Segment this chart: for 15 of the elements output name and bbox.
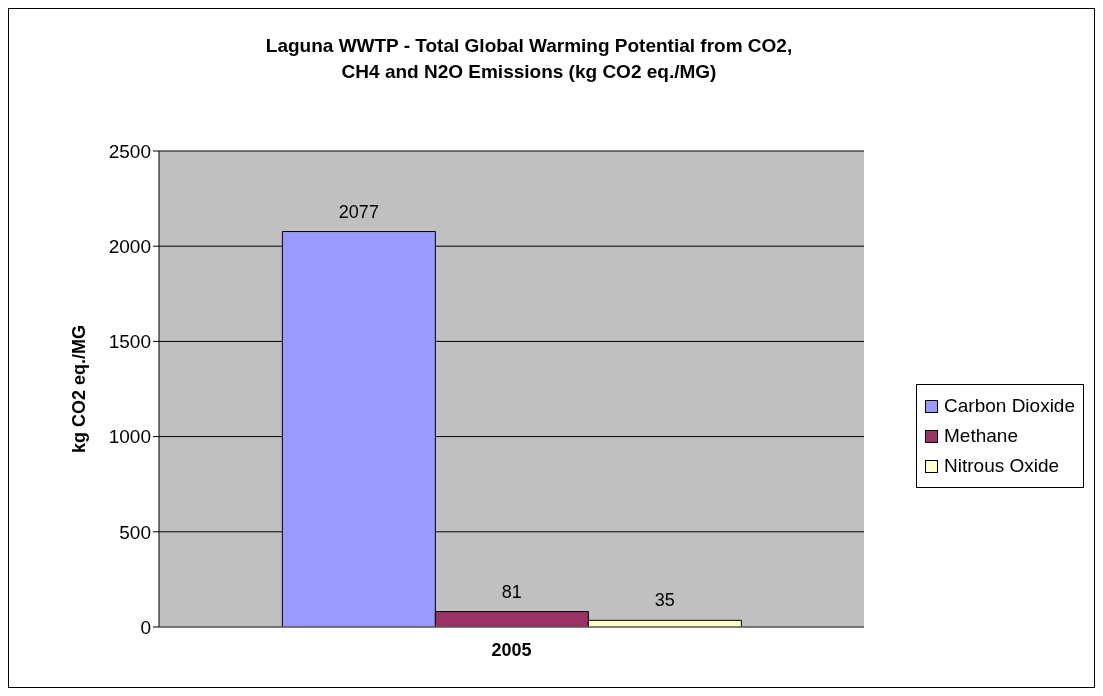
data-label: 2077 xyxy=(338,201,379,222)
chart-title: Laguna WWTP - Total Global Warming Potential from CO2, CH4 and N2O Emissions (kg CO2 eq./MG) xyxy=(264,34,794,84)
x-tick-label: 2005 xyxy=(491,639,532,660)
y-tick-label: 1000 xyxy=(108,426,151,448)
legend-label: Methane xyxy=(943,424,1019,448)
y-tick-label: 2500 xyxy=(108,140,151,162)
y-tick-label: 1500 xyxy=(108,331,151,353)
data-label: 81 xyxy=(501,581,522,602)
y-axis-title: kg CO2 eq./MG xyxy=(69,324,90,454)
y-tick-label: 0 xyxy=(140,616,151,638)
legend-label: Nitrous Oxide xyxy=(943,454,1061,478)
y-tick-label: 500 xyxy=(119,521,151,543)
data-label: 35 xyxy=(654,590,675,611)
legend-label: Carbon Dioxide xyxy=(943,394,1075,418)
y-tick-label: 2000 xyxy=(108,235,151,257)
